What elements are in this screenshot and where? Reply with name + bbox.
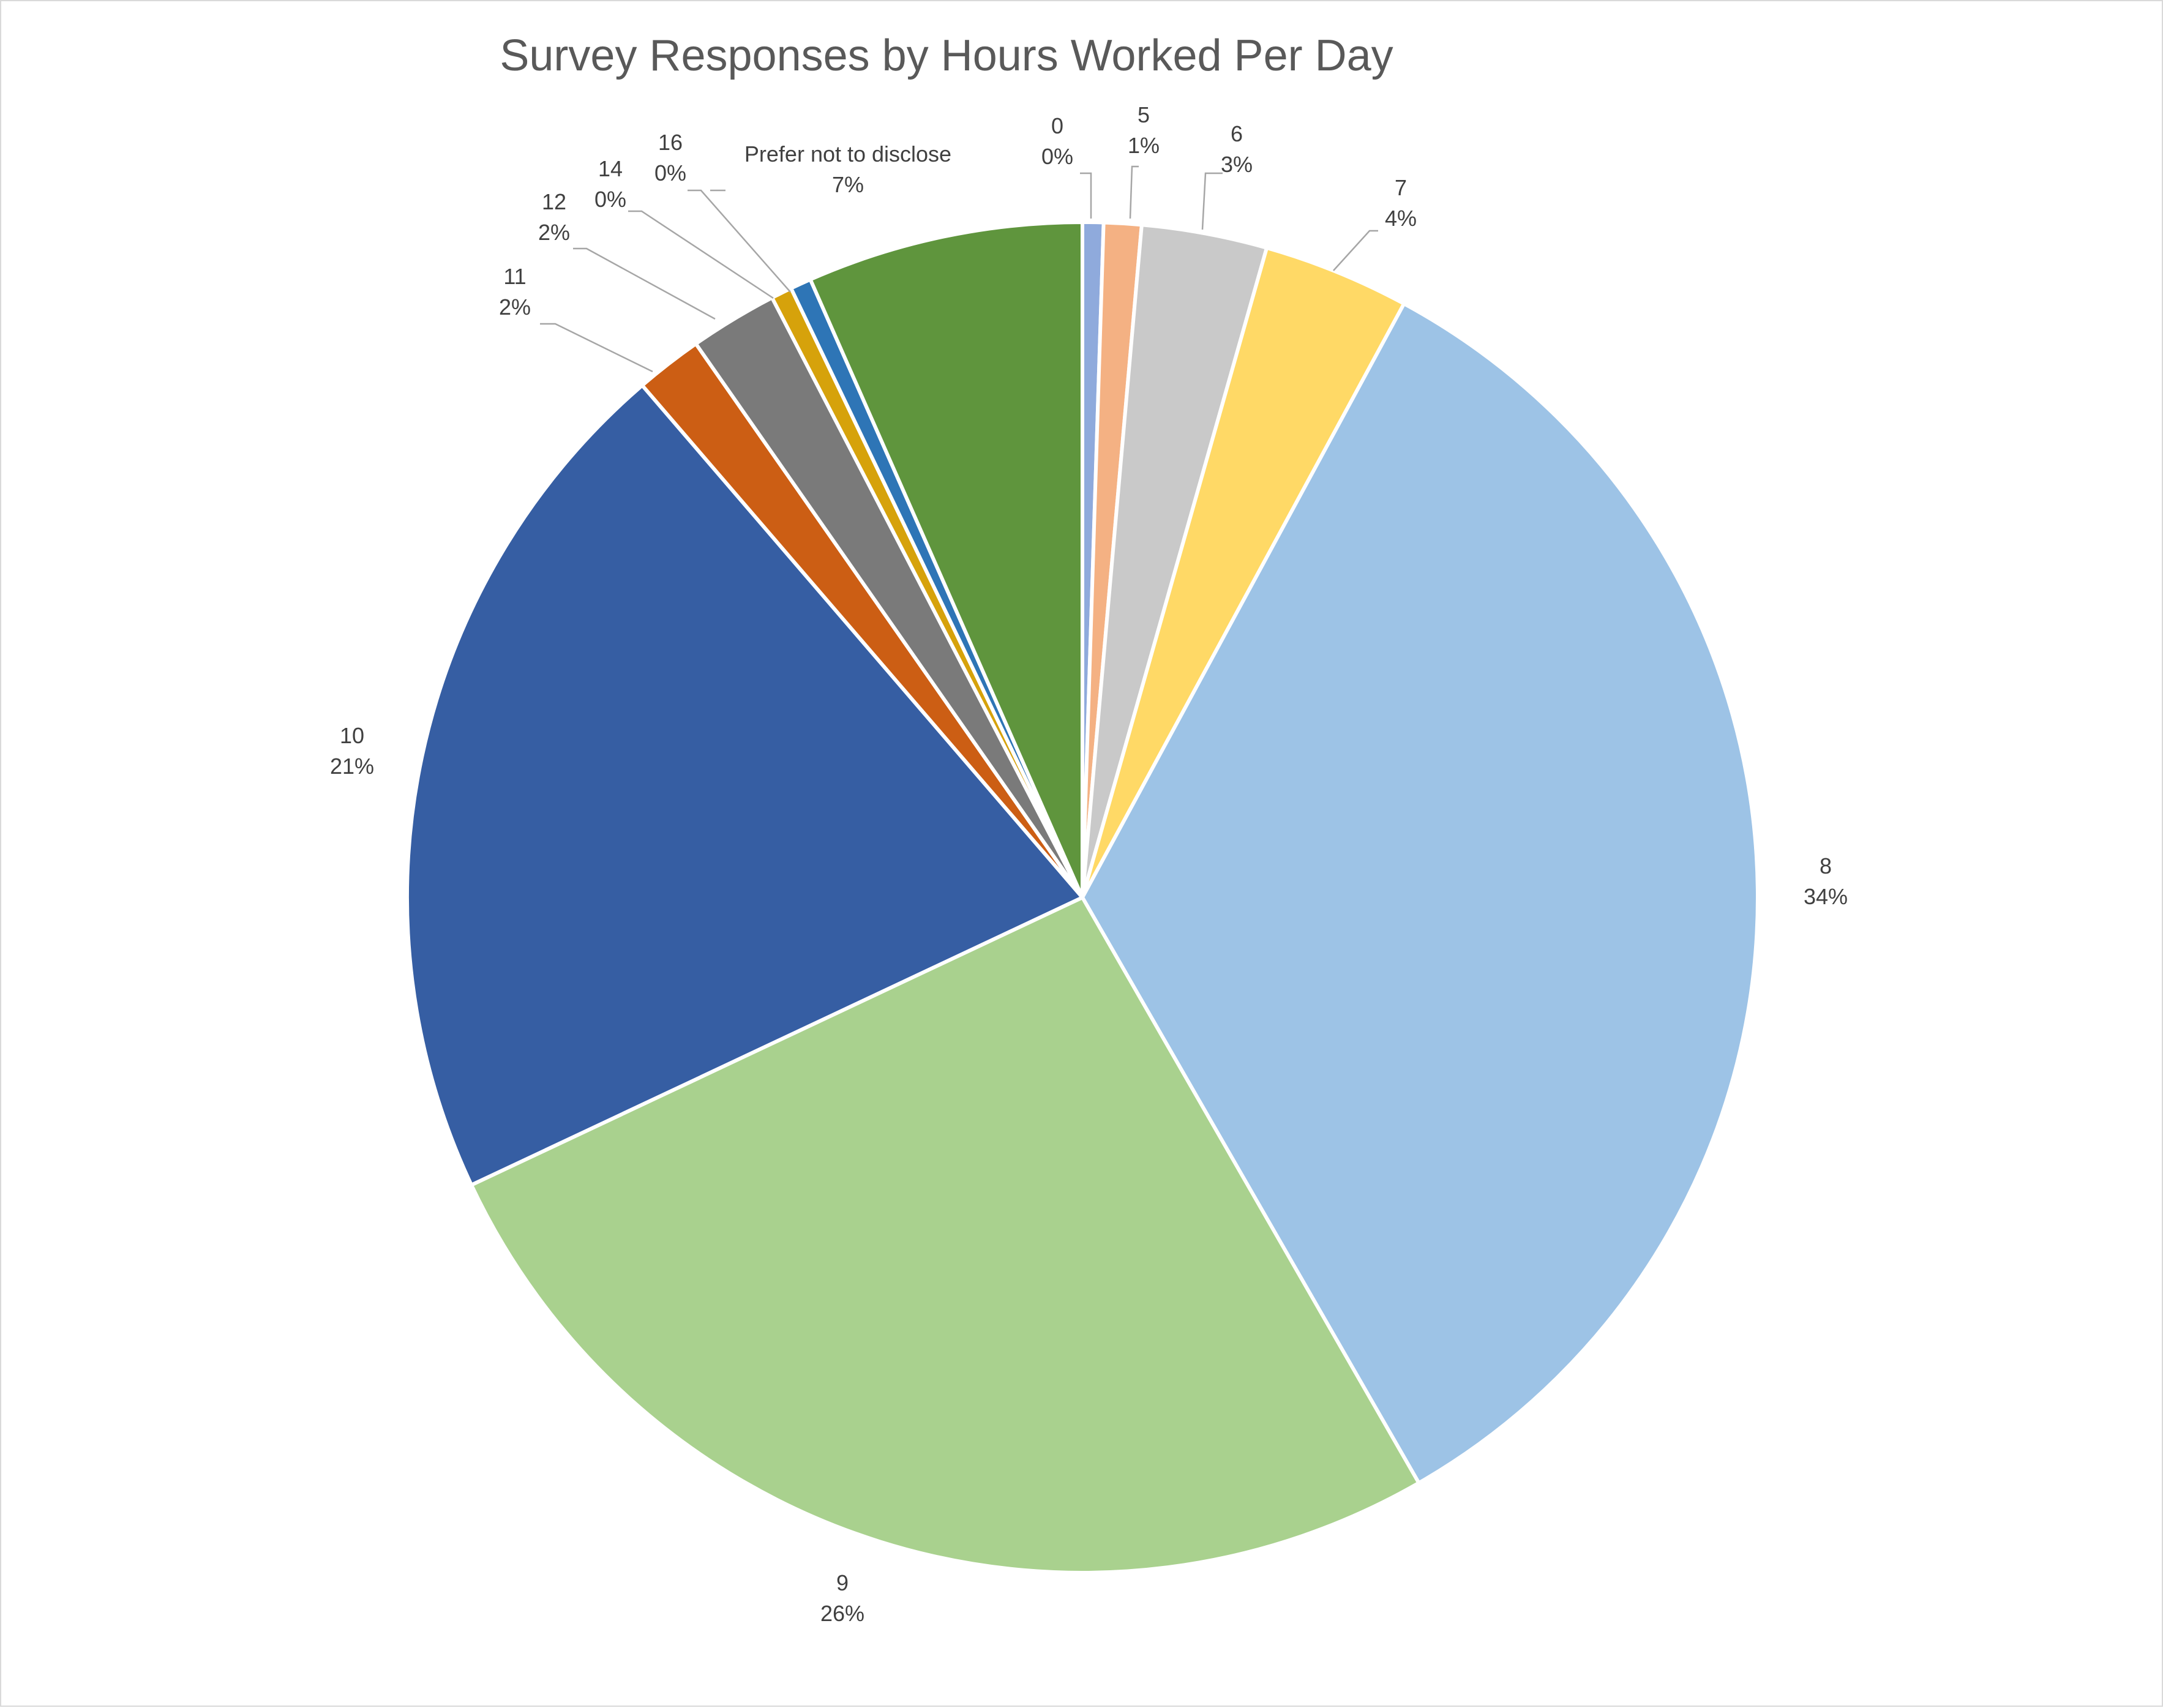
- data-label-category: 12: [542, 189, 566, 214]
- leader-line: [1129, 165, 1139, 219]
- leader-line: [1080, 172, 1092, 219]
- data-label-percent: 0%: [1041, 144, 1073, 169]
- data-label-percent: 34%: [1804, 884, 1848, 909]
- data-label-category: 16: [658, 130, 683, 155]
- pie-slice-10: [405, 383, 1084, 1187]
- leader-line: [540, 323, 653, 373]
- pie-slice-7: [1081, 245, 1406, 899]
- data-label: 7 4%: [1385, 175, 1417, 231]
- data-label-percent: 3%: [1221, 152, 1253, 177]
- leader-line: [688, 189, 791, 293]
- data-labels: 0 0%5 1% 6 3%7 4%8 34%9 26%10 21%11 2%12 2%14 0%16 0…: [330, 102, 1848, 1626]
- data-label: 11 2%: [499, 264, 531, 320]
- data-label-percent: 0%: [654, 160, 686, 185]
- data-label-percent: 4%: [1385, 206, 1417, 231]
- data-label: 14 0%: [594, 156, 626, 212]
- data-label-category: 7: [1395, 175, 1407, 200]
- data-label: 10 21%: [330, 723, 374, 779]
- data-label: 6 3%: [1221, 121, 1253, 177]
- leader-lines: [540, 165, 1378, 373]
- data-label-percent: 1%: [1128, 133, 1160, 158]
- leader-line: [1333, 230, 1378, 271]
- data-label-category: 9: [836, 1570, 849, 1595]
- leader-line: [628, 210, 774, 299]
- data-label-percent: 2%: [538, 220, 570, 245]
- data-label: Prefer not to disclose 7%: [744, 141, 951, 197]
- data-label-category: 5: [1138, 102, 1150, 127]
- data-label: 12 2%: [538, 189, 570, 245]
- data-label-category: 0: [1051, 113, 1063, 138]
- data-label-category: 6: [1231, 121, 1243, 146]
- data-label: 16 0%: [654, 130, 686, 185]
- leader-line: [573, 247, 716, 320]
- data-label: 8 34%: [1804, 853, 1848, 909]
- data-label-percent: 21%: [330, 754, 374, 779]
- pie-slices: [405, 220, 1760, 1575]
- data-label: 0 0%: [1041, 113, 1073, 169]
- leader-line: [1201, 172, 1223, 230]
- data-label-percent: 26%: [820, 1601, 864, 1626]
- data-label-percent: 0%: [594, 187, 626, 212]
- data-label-percent: 2%: [499, 294, 531, 320]
- pie-slice-9: [469, 896, 1421, 1575]
- data-label-category: 11: [503, 264, 526, 289]
- data-label-category: 8: [1820, 853, 1832, 878]
- chart-title: Survey Responses by Hours Worked Per Day: [500, 31, 1393, 80]
- data-label-category: 10: [340, 723, 364, 748]
- data-label-percent: 7%: [832, 172, 864, 197]
- data-label: 5 1%: [1128, 102, 1160, 158]
- data-label: 9 26%: [820, 1570, 864, 1626]
- data-label-category: Prefer not to disclose: [744, 141, 951, 167]
- pie-slice-prefer-not-to-disclose: [808, 220, 1084, 899]
- data-label-category: 14: [598, 156, 623, 181]
